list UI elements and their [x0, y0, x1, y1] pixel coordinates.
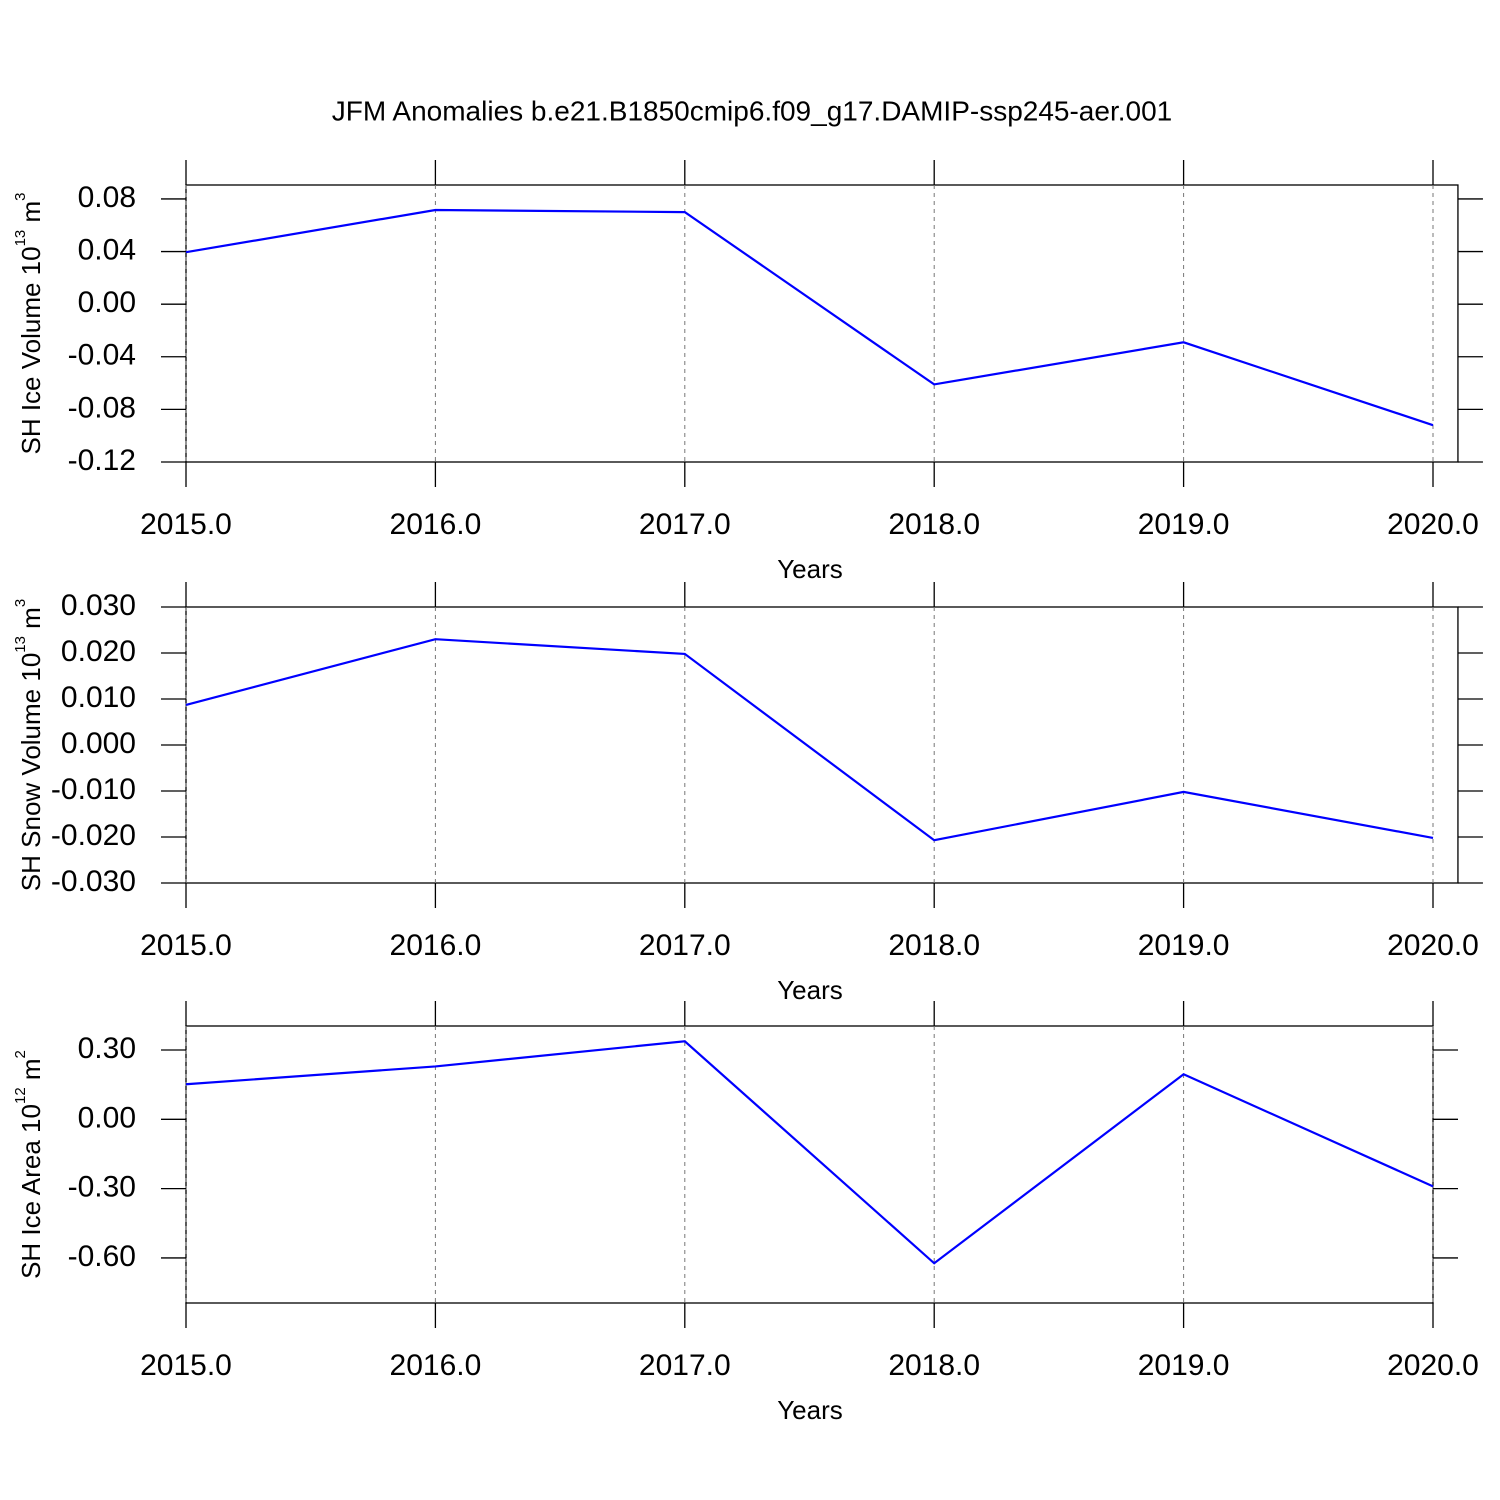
chart-title: JFM Anomalies b.e21.B1850cmip6.f09_g17.D… [332, 95, 1172, 126]
y-tick-label: -0.60 [68, 1240, 136, 1273]
y-tick-label: -0.08 [68, 391, 136, 424]
y-axis-label: SH Ice Area 1012 m2 [12, 1050, 46, 1279]
y-tick-label: 0.04 [78, 233, 136, 266]
y-tick-label: 0.30 [78, 1032, 136, 1065]
data-line [185, 1040, 1434, 1265]
x-tick-label: 2018.0 [888, 508, 980, 541]
data-line [185, 208, 1434, 427]
y-tick-label: -0.30 [68, 1171, 136, 1204]
y-tick-label: 0.030 [61, 589, 136, 622]
x-tick-label: 2019.0 [1138, 508, 1230, 541]
x-axis-label: Years [777, 1395, 843, 1425]
x-tick-label: 2019.0 [1138, 1349, 1230, 1382]
x-tick-label: 2020.0 [1387, 508, 1479, 541]
x-tick-label: 2020.0 [1387, 1349, 1479, 1382]
y-tick-label: -0.030 [51, 865, 136, 898]
y-tick-label: 0.00 [78, 286, 136, 319]
x-axis-label: Years [777, 554, 843, 584]
y-axis-label-exp: 13 [12, 636, 29, 653]
y-axis-label-unit: m [16, 607, 46, 636]
x-tick-label: 2015.0 [140, 929, 232, 962]
plot-frame [185, 184, 1459, 463]
y-tick-label: -0.12 [68, 444, 136, 477]
x-tick-label: 2017.0 [639, 508, 731, 541]
x-axis-label: Years [777, 975, 843, 1005]
x-tick-label: 2019.0 [1138, 929, 1230, 962]
y-axis-label-text: SH Snow Volume 10 [16, 653, 46, 891]
x-tick-label: 2016.0 [390, 508, 482, 541]
y-axis-label-exp: 13 [12, 230, 29, 247]
plot-frame [185, 1025, 1434, 1304]
x-tick-label: 2020.0 [1387, 929, 1479, 962]
y-tick-label: 0.020 [61, 635, 136, 668]
y-axis-label-exp: 2 [12, 1050, 29, 1058]
y-axis-label-text: SH Ice Volume 10 [16, 246, 46, 454]
y-tick-label: 0.000 [61, 727, 136, 760]
y-axis-label: SH Snow Volume 1013 m3 [12, 599, 46, 891]
y-axis-label: SH Ice Volume 1013 m3 [12, 192, 46, 454]
y-tick-label: -0.04 [68, 339, 136, 372]
x-tick-label: 2015.0 [140, 508, 232, 541]
data-line [185, 638, 1434, 842]
x-tick-label: 2016.0 [390, 1349, 482, 1382]
x-tick-label: 2017.0 [639, 929, 731, 962]
y-tick-label: 0.08 [78, 181, 136, 214]
y-axis-label-exp: 12 [12, 1087, 29, 1104]
y-tick-label: 0.010 [61, 681, 136, 714]
y-axis-label-exp: 3 [12, 599, 29, 607]
x-tick-label: 2015.0 [140, 1349, 232, 1382]
x-tick-label: 2018.0 [888, 1349, 980, 1382]
y-axis-label-text: SH Ice Area 10 [16, 1104, 46, 1279]
x-tick-label: 2016.0 [390, 929, 482, 962]
y-tick-label: -0.020 [51, 819, 136, 852]
x-tick-label: 2018.0 [888, 929, 980, 962]
y-tick-label: 0.00 [78, 1101, 136, 1134]
y-axis-label-unit: m [16, 201, 46, 230]
x-tick-label: 2017.0 [639, 1349, 731, 1382]
y-axis-label-unit: m [16, 1058, 46, 1087]
y-tick-label: -0.010 [51, 773, 136, 806]
y-axis-label-exp: 3 [12, 192, 29, 200]
plot-frame [185, 606, 1459, 884]
